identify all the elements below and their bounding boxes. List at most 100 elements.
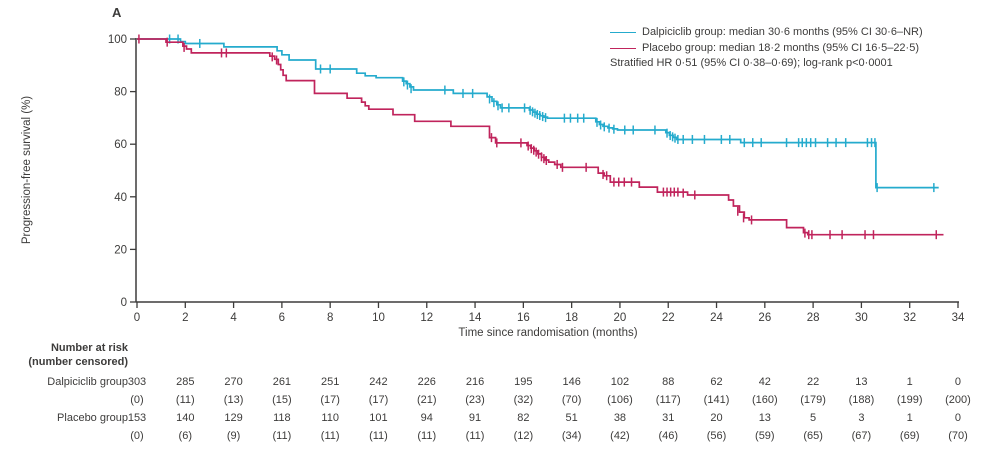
at-risk-value: 270 xyxy=(224,376,243,388)
censored-value: (70) xyxy=(561,394,582,406)
dalpiciclib-line-swatch xyxy=(610,32,636,34)
y-tick-label: 0 xyxy=(121,297,127,309)
legend-entry-dalpiciclib: Dalpiciclib group: median 30·6 months (9… xyxy=(610,25,923,41)
at-risk-value: 261 xyxy=(272,376,292,388)
censored-value: (13) xyxy=(223,394,244,406)
x-tick-label: 20 xyxy=(614,312,627,324)
x-tick-label: 16 xyxy=(517,312,530,324)
at-risk-value: 3 xyxy=(858,412,865,424)
at-risk-value: 226 xyxy=(417,376,436,388)
y-tick-label: 100 xyxy=(108,34,127,46)
at-risk-value: 129 xyxy=(224,412,243,424)
at-risk-value: 303 xyxy=(127,376,147,388)
censored-value: (200) xyxy=(945,394,971,406)
at-risk-value: 140 xyxy=(176,412,195,424)
x-tick-label: 34 xyxy=(952,312,965,324)
censored-value: (67) xyxy=(851,430,872,442)
at-risk-value: 51 xyxy=(565,412,578,424)
censored-value: (6) xyxy=(178,430,193,442)
at-risk-value: 118 xyxy=(273,412,291,424)
censored-value: (56) xyxy=(706,430,727,442)
risk-row-label: Placebo group xyxy=(57,412,128,424)
at-risk-value: 0 xyxy=(954,412,962,424)
x-tick-label: 12 xyxy=(420,312,433,324)
censored-value: (9) xyxy=(226,430,241,442)
at-risk-value: 110 xyxy=(321,412,339,424)
y-tick-label: 80 xyxy=(114,87,127,99)
y-tick-label: 20 xyxy=(114,244,127,256)
at-risk-value: 42 xyxy=(758,376,771,388)
at-risk-value: 88 xyxy=(662,376,675,388)
at-risk-value: 38 xyxy=(613,412,627,424)
x-tick-label: 24 xyxy=(710,312,723,324)
censored-value: (17) xyxy=(368,394,389,406)
at-risk-value: 31 xyxy=(662,412,675,424)
censored-value: (23) xyxy=(465,394,485,406)
at-risk-value: 62 xyxy=(710,376,723,388)
censored-value: (11) xyxy=(369,430,388,442)
censored-value: (42) xyxy=(610,430,630,442)
x-tick-label: 4 xyxy=(230,312,237,324)
censored-value: (188) xyxy=(848,394,875,406)
at-risk-value: 153 xyxy=(127,412,147,424)
x-axis-title: Time since randomisation (months) xyxy=(458,327,638,339)
risk-table-header: Number at risk xyxy=(50,342,128,354)
censored-value: (32) xyxy=(513,394,534,406)
censored-value: (11) xyxy=(175,394,195,406)
censored-value: (11) xyxy=(272,430,292,442)
censored-value: (179) xyxy=(800,394,826,406)
legend-entry-placebo: Placebo group: median 18·2 months (95% C… xyxy=(610,41,923,57)
at-risk-value: 94 xyxy=(420,412,433,424)
censored-value: (117) xyxy=(655,394,681,406)
at-risk-value: 146 xyxy=(562,376,581,388)
x-tick-label: 30 xyxy=(855,312,868,324)
censored-value: (69) xyxy=(899,430,920,442)
hr-logrank-note: Stratified HR 0·51 (95% CI 0·38–0·69); l… xyxy=(610,57,893,69)
censored-value: (17) xyxy=(320,394,340,406)
x-tick-label: 26 xyxy=(758,312,771,324)
panel-label: A xyxy=(112,5,122,20)
censored-value: (199) xyxy=(896,394,923,406)
censored-value: (11) xyxy=(465,430,485,442)
x-tick-label: 0 xyxy=(134,312,140,324)
risk-table-subheader: (number censored) xyxy=(28,356,128,368)
censored-value: (11) xyxy=(417,430,437,442)
at-risk-value: 242 xyxy=(369,376,388,388)
at-risk-value: 216 xyxy=(465,376,485,388)
censored-value: (12) xyxy=(513,430,534,442)
censored-value: (141) xyxy=(703,394,730,406)
x-tick-label: 14 xyxy=(469,312,482,324)
censored-value: (65) xyxy=(803,430,823,442)
at-risk-value: 13 xyxy=(855,376,868,388)
censored-value: (21) xyxy=(416,394,437,406)
legend-label: Dalpiciclib group: median 30·6 months (9… xyxy=(642,26,923,38)
placebo-line-swatch xyxy=(610,47,636,49)
censored-value: (70) xyxy=(948,430,968,442)
risk-row-label: Dalpiciclib group xyxy=(47,376,128,388)
km-curve-dalpiciclib-group xyxy=(137,38,939,189)
censored-value: (15) xyxy=(272,394,292,406)
at-risk-value: 102 xyxy=(610,376,630,388)
at-risk-value: 5 xyxy=(810,412,817,424)
at-risk-value: 0 xyxy=(954,376,962,388)
x-tick-label: 6 xyxy=(279,312,285,324)
at-risk-value: 91 xyxy=(468,412,482,424)
at-risk-value: 22 xyxy=(806,376,820,388)
at-risk-value: 1 xyxy=(906,412,913,424)
x-tick-label: 22 xyxy=(662,312,675,324)
censored-value: (0) xyxy=(130,430,144,442)
x-tick-label: 10 xyxy=(372,312,385,324)
legend: Dalpiciclib group: median 30·6 months (9… xyxy=(610,25,923,72)
y-axis-title: Progression-free survival (%) xyxy=(21,95,33,245)
at-risk-value: 101 xyxy=(369,412,388,424)
censored-value: (160) xyxy=(751,394,778,406)
x-tick-label: 32 xyxy=(903,312,916,324)
at-risk-value: 285 xyxy=(176,376,195,388)
censored-value: (46) xyxy=(658,430,678,442)
x-tick-label: 28 xyxy=(807,312,820,324)
at-risk-value: 251 xyxy=(320,376,340,388)
x-tick-label: 8 xyxy=(327,312,333,324)
censored-value: (106) xyxy=(607,394,633,406)
legend-label: Placebo group: median 18·2 months (95% C… xyxy=(642,41,919,54)
